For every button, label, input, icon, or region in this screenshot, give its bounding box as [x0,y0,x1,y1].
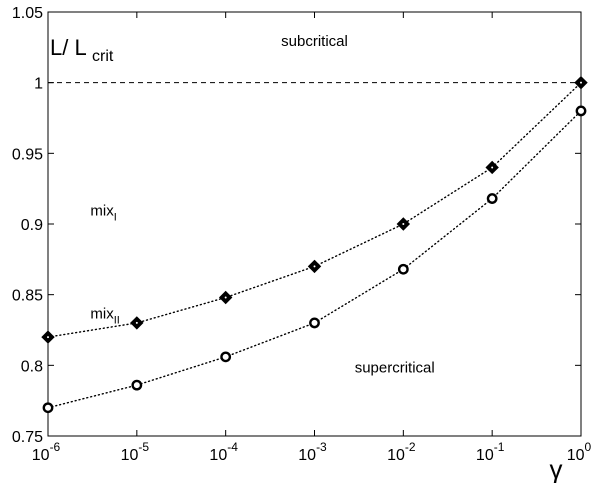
x-tick-label: 10-3 [298,440,327,464]
x-tick-exponent: -6 [50,440,61,454]
series-layer [41,75,588,414]
x-tick-base: 10 [476,447,494,464]
y-tick-label: 0.75 [12,429,43,446]
x-tick-label: 100 [567,440,592,464]
region-label: subcritical [281,33,348,50]
x-axis-label: γ [550,454,563,483]
region-label-text: supercritical [355,359,435,376]
x-tick-exponent: -3 [316,440,327,454]
x-tick-label: 10-6 [32,440,61,464]
x-tick-base: 10 [387,447,405,464]
region-label-subscript: I [114,212,117,224]
circle-point [486,193,498,204]
x-tick-label: 10-1 [476,440,505,464]
axis-labels: L/ L crit γ [50,35,563,483]
x-tick-base: 10 [209,447,227,464]
circle-point [397,263,409,275]
diamond-point-center [491,166,494,169]
circle-point [575,105,587,117]
diamond-point-center [224,296,227,299]
x-tick-label: 10-5 [121,440,150,464]
region-label-text: mix [90,203,114,220]
y-tick-label: 0.95 [12,146,43,163]
x-tick-exponent: -2 [405,440,416,454]
circle-point [220,351,232,363]
circle-point [42,402,54,414]
y-tick-label: 1 [34,76,43,93]
y-tick-label: 0.9 [21,217,43,234]
y-tick-label: 1.05 [12,5,43,22]
x-tick-label: 10-2 [387,440,416,464]
circle-point [131,379,143,391]
x-tick-base: 10 [32,447,50,464]
x-tick-exponent: -1 [494,440,505,454]
region-label-text: subcritical [281,33,348,50]
x-tick-base: 10 [298,447,316,464]
region-label-subscript: II [114,315,120,327]
diamond-point-center [47,336,49,339]
series-line-2 [47,110,582,409]
y-axis-label-sub: crit [92,48,114,65]
x-tick-exponent: -5 [138,440,149,454]
region-label: mixII [90,306,119,327]
y-axis-label-main: L/ L [50,35,86,60]
region-label: mixI [90,203,116,224]
y-axis-label: L/ L crit [50,35,114,65]
y-tick-label: 0.8 [21,358,43,375]
circle-point [309,317,320,329]
x-tick-exponent: 0 [585,440,592,454]
x-tick-base: 10 [121,447,139,464]
diamond-point-center [580,81,582,84]
diamond-point-center [135,321,138,324]
region-label-text: mix [90,306,114,323]
diamond-point-center [313,265,316,268]
diamond-point-center [402,223,405,225]
x-tick-label: 10-4 [209,440,238,464]
x-tick-exponent: -4 [227,440,238,454]
x-tick-base: 10 [567,447,585,464]
series-line-1 [47,81,582,338]
y-tick-label: 0.85 [12,288,43,305]
region-label: supercritical [355,359,435,376]
plot-frame [47,11,582,437]
